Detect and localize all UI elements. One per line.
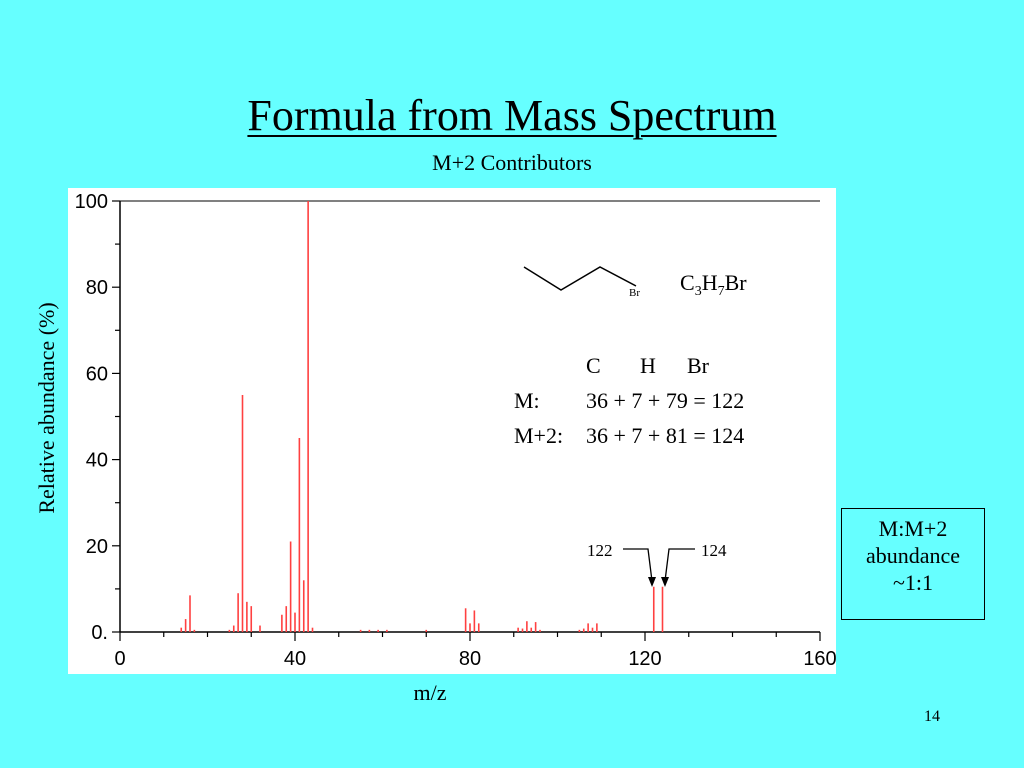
y-tick-label: 20	[86, 536, 108, 558]
callout-124-arrowhead	[661, 577, 669, 587]
calc-m-expr: 36 + 7 + 79 = 122	[586, 388, 744, 413]
calc-m-label: M:	[514, 388, 540, 413]
x-tick-label: 160	[803, 648, 836, 670]
y-tick-label: 40	[86, 450, 108, 472]
x-tick-label: 120	[628, 648, 661, 670]
carbon-chain	[523, 266, 637, 291]
y-tick-label: 0.	[91, 622, 108, 644]
y-axis: 0. 20 40 60 80 100	[75, 191, 120, 644]
calc-m2-expr: 36 + 7 + 81 = 124	[586, 423, 744, 448]
formula-br: Br	[725, 270, 748, 295]
formula-h-count: 7	[718, 284, 725, 299]
molecule-structure: Br	[523, 266, 640, 299]
x-axis-label: m/z	[413, 680, 447, 705]
x-tick-label: 80	[459, 648, 481, 670]
y-tick-label: 60	[86, 363, 108, 385]
molecular-formula: C3H7Br	[680, 270, 747, 299]
chart-frame	[119, 200, 820, 633]
peak-bars	[180, 201, 664, 632]
mass-calculation: C H Br M: 36 + 7 + 79 = 122 M+2: 36 + 7 …	[514, 353, 744, 448]
ratio-box: M:M+2 abundance ~1:1	[841, 508, 985, 620]
callout-122-arrow	[623, 548, 653, 582]
callout-124-label: 124	[701, 541, 727, 560]
callout-122-arrowhead	[648, 577, 656, 587]
slide-subtitle: M+2 Contributors	[432, 150, 592, 175]
y-axis-label: Relative abundance (%)	[34, 302, 59, 514]
ratio-line-1: M:M+2	[878, 516, 948, 541]
formula-h: H	[702, 270, 718, 295]
x-tick-label: 40	[284, 648, 306, 670]
bromine-atom-label: Br	[629, 287, 640, 299]
formula-c-count: 3	[695, 284, 702, 299]
slide-title: Formula from Mass Spectrum	[247, 91, 777, 140]
formula-c: C	[680, 270, 695, 295]
ratio-line-2: abundance	[865, 543, 961, 568]
y-tick-label: 100	[75, 191, 108, 213]
x-axis: 0 40 80 120 160	[114, 632, 836, 670]
peak-callouts: 122 124	[587, 541, 727, 587]
callout-124-arrow	[664, 548, 695, 582]
calc-header-br: Br	[687, 353, 710, 378]
calc-header-h: H	[640, 353, 656, 378]
ratio-line-3: ~1:1	[892, 570, 933, 595]
chart-panel: 0. 20 40 60 80 100 0 40 80 120 160 Br C3H7Br C H …	[68, 188, 836, 674]
calc-header-c: C	[586, 353, 601, 378]
callout-122-label: 122	[587, 541, 613, 560]
x-tick-label: 0	[114, 648, 125, 670]
y-tick-label: 80	[86, 277, 108, 299]
page-number: 14	[924, 708, 940, 725]
calc-m2-label: M+2:	[514, 423, 563, 448]
